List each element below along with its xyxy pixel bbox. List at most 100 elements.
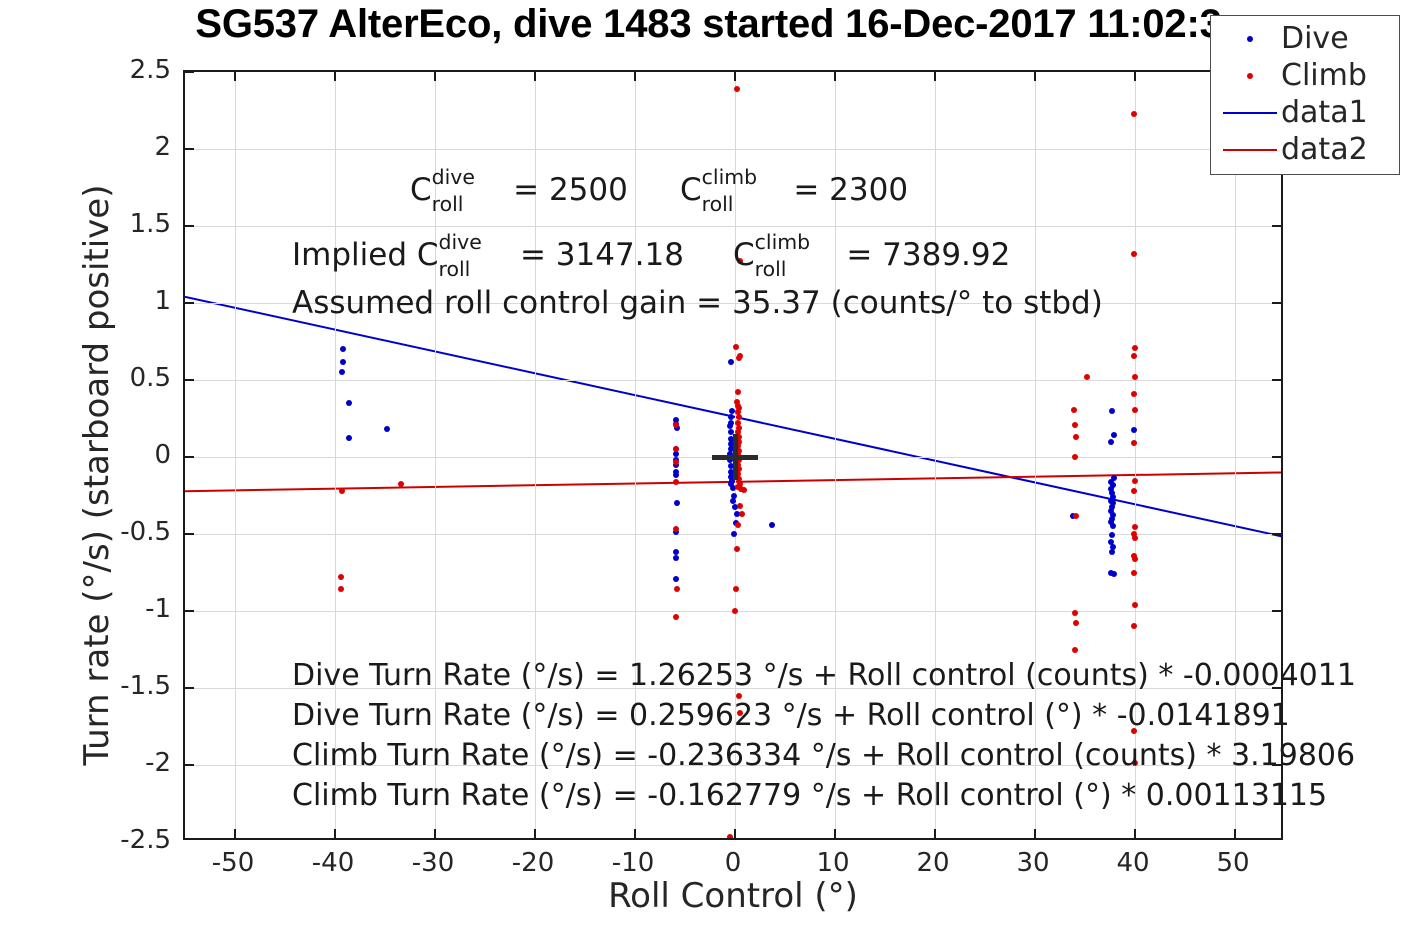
data-point-dive [346, 400, 352, 407]
x-axis-tick [1034, 829, 1036, 838]
legend-line-icon [1219, 148, 1281, 151]
legend-item-dive[interactable]: Dive [1219, 20, 1389, 57]
legend-item-climb[interactable]: Climb [1219, 57, 1389, 94]
data-point-climb [737, 709, 743, 716]
y-axis-tick [1272, 533, 1281, 535]
y-axis-tick [185, 302, 194, 304]
grid-line-horizontal [185, 765, 1281, 766]
data-point-dive [1111, 474, 1117, 481]
x-axis-tick-label: 40 [1116, 848, 1150, 878]
data-point-climb [735, 470, 741, 477]
data-point-dive [673, 462, 679, 469]
data-point-climb [735, 521, 741, 528]
data-point-climb [735, 420, 741, 427]
data-point-dive [728, 480, 734, 487]
data-point-climb [673, 446, 679, 453]
y-axis-tick-label: -1.5 [120, 671, 171, 701]
x-axis-tick [634, 829, 636, 838]
grid-line-vertical [1235, 72, 1236, 838]
data-point-dive [673, 549, 679, 556]
y-axis-tick-label: -2.5 [120, 825, 171, 855]
implied-dive-value: = 3147.18 [510, 237, 684, 273]
data-point-dive [728, 413, 734, 420]
y-axis-tick [1272, 379, 1281, 381]
x-axis-tick [734, 72, 736, 81]
data-point-climb [1073, 620, 1079, 627]
data-point-dive [340, 358, 346, 365]
legend-swatch [1223, 111, 1277, 114]
legend-swatch [1247, 35, 1253, 42]
x-axis-tick-label: -40 [311, 848, 355, 878]
data-point-climb [673, 614, 679, 621]
data-point-climb [735, 443, 741, 450]
data-point-climb [736, 692, 742, 699]
y-axis-tick-label: -1 [145, 594, 171, 624]
plot-area[interactable] [183, 70, 1283, 840]
data-point-dive [728, 429, 734, 436]
grid-line-vertical [1035, 72, 1036, 838]
x-axis-tick-label: 50 [1216, 848, 1250, 878]
grid-line-vertical [635, 72, 636, 838]
data-point-climb [736, 466, 742, 473]
data-point-climb [1131, 531, 1137, 537]
grid-line-vertical [235, 72, 236, 838]
y-axis-tick [185, 533, 194, 535]
origin-crosshair-icon [732, 434, 738, 480]
c-climb-superscript: climb [701, 164, 758, 189]
legend-item-data1[interactable]: data1 [1219, 94, 1389, 131]
y-axis-tick [1272, 225, 1281, 227]
data-point-climb [727, 834, 733, 838]
x-axis-tick-label: -30 [411, 848, 455, 878]
data-point-climb [1132, 534, 1138, 541]
data-point-climb [1131, 623, 1137, 630]
y-axis-tick [185, 456, 194, 458]
x-axis-tick [534, 72, 536, 81]
data-point-climb [736, 476, 742, 483]
data-point-dive [674, 500, 680, 507]
data-point-climb [338, 585, 344, 592]
legend-item-data2[interactable]: data2 [1219, 131, 1389, 168]
data-point-climb [398, 480, 404, 487]
equation-dive-counts: Dive Turn Rate (°/s) = 1.26253 °/s + Rol… [292, 658, 1356, 693]
implied-climb-subscript: roll [754, 256, 787, 281]
data-point-dive [734, 510, 740, 517]
y-axis-tick [1272, 610, 1281, 612]
y-axis-tick [185, 225, 194, 227]
y-axis-tick-label: 0.5 [129, 363, 171, 393]
data-point-dive [674, 424, 680, 431]
data-point-dive [728, 440, 734, 447]
data-point-dive [728, 435, 734, 442]
data-point-climb [1132, 556, 1138, 563]
x-axis-tick [934, 829, 936, 838]
data-point-climb [1073, 433, 1079, 440]
data-point-climb [339, 487, 345, 494]
data-point-dive [731, 531, 737, 537]
data-point-climb [734, 85, 740, 92]
data-point-climb [338, 574, 344, 581]
y-axis-tick-label: 0 [154, 440, 171, 470]
grid-line-horizontal [185, 149, 1281, 150]
legend-swatch [1223, 148, 1277, 151]
data-point-dive [1110, 481, 1116, 488]
data-point-climb [1132, 760, 1138, 767]
data-point-climb [733, 343, 739, 350]
data-point-dive [673, 417, 679, 424]
data-point-dive [728, 474, 734, 481]
y-axis-tick [1272, 456, 1281, 458]
data-point-dive [673, 528, 679, 535]
legend[interactable]: Dive Climb data1 data2 [1210, 15, 1400, 175]
data-point-climb [1132, 524, 1138, 531]
data-point-dive [732, 504, 738, 511]
legend-line-icon [1219, 111, 1281, 114]
implied-climb-superscript: climb [754, 229, 811, 254]
data-point-dive [346, 434, 352, 441]
x-axis-tick [834, 72, 836, 81]
c-climb-value: = 2300 [783, 172, 909, 208]
data-point-dive [729, 477, 735, 484]
y-axis-tick-label: 1 [154, 286, 171, 316]
data-point-climb [736, 457, 742, 464]
data-point-climb [732, 608, 738, 614]
